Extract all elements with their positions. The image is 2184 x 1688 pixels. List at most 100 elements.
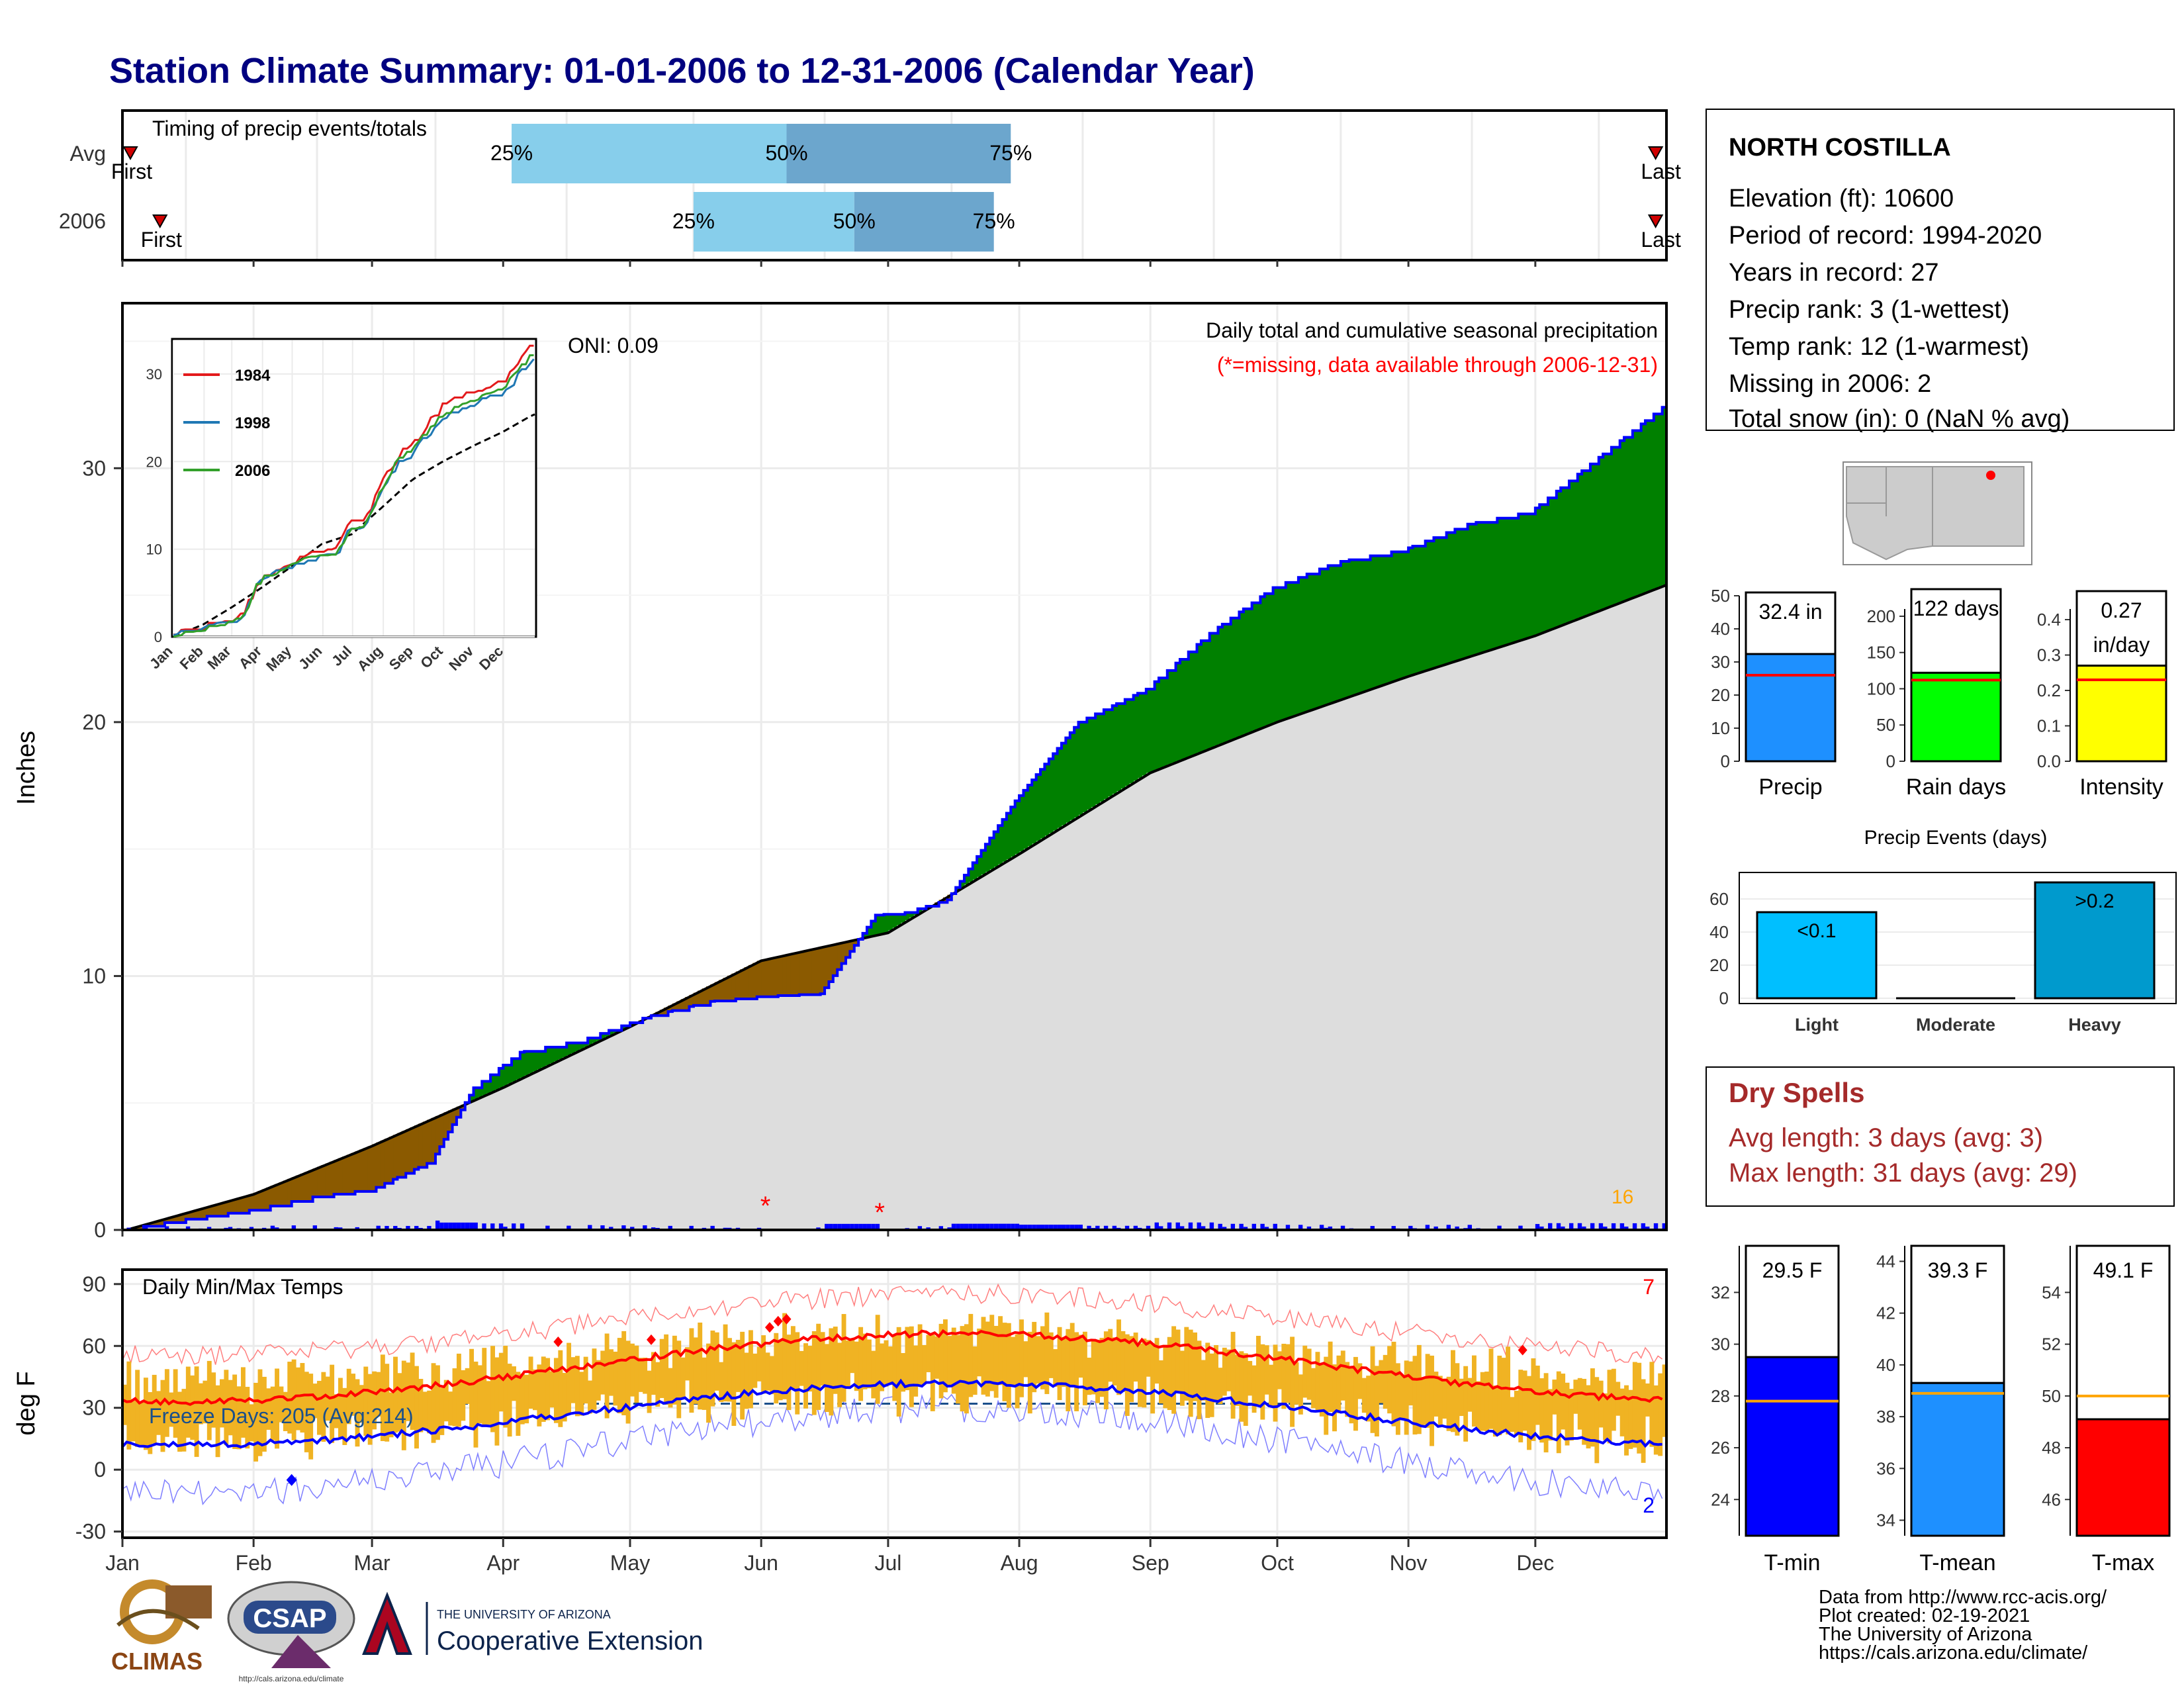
daily-temp-range (1552, 1380, 1557, 1415)
daily-temp-range (1412, 1356, 1418, 1435)
surplus-band (1531, 514, 1536, 636)
daily-precip-bar (1598, 1223, 1604, 1230)
avg-tmax-line (122, 1329, 1663, 1407)
daily-temp-range (1302, 1345, 1308, 1398)
daily-precip-bar (689, 1225, 694, 1230)
surplus-band (901, 914, 906, 923)
daily-temp-range (211, 1372, 216, 1428)
precip-summary: 0 10 20 30 40 50 32.4 in Precip (1711, 586, 1837, 800)
dry-spells-box: Dry Spells Avg length: 3 days (avg: 3) M… (1706, 1066, 2175, 1207)
deficit-band (338, 1158, 343, 1195)
daily-precip-bar (1391, 1226, 1396, 1230)
daily-temp-range (1467, 1378, 1473, 1412)
daily-temp-range (706, 1343, 711, 1423)
daily-precip-bar (845, 1223, 850, 1230)
daily-precip-bar (951, 1223, 956, 1230)
daily-temp-range (727, 1338, 732, 1402)
surplus-band (1624, 437, 1629, 600)
tmax-summary: 46 48 50 52 54 49.1 F T-max (2042, 1244, 2171, 1575)
surplus-band (1492, 522, 1498, 648)
daily-temp-range (1501, 1358, 1506, 1430)
daily-temp-range (1484, 1372, 1490, 1431)
daily-temp-range (1582, 1378, 1587, 1445)
daily-temp-range (981, 1317, 986, 1395)
daily-temp-range (321, 1372, 326, 1442)
daily-precip-bar (1370, 1226, 1375, 1230)
surplus-band (1535, 508, 1540, 634)
surplus-band (1552, 498, 1557, 628)
deficit-band (693, 992, 698, 1006)
daily-precip-bar (1175, 1222, 1180, 1230)
temp-ytick-label: 90 (82, 1272, 106, 1296)
timing-obs-q50-label: 50% (833, 209, 876, 233)
deficit-band (139, 1225, 144, 1230)
surplus-band (1543, 504, 1549, 632)
deficit-band (816, 947, 821, 995)
daily-temp-range (774, 1333, 779, 1404)
daily-temp-range (533, 1369, 537, 1411)
daily-precip-bar (545, 1225, 550, 1230)
daily-precip-bar (465, 1222, 470, 1230)
daily-temp-range (1057, 1327, 1062, 1401)
daily-temp-range (1163, 1344, 1168, 1409)
raindays-summary-bar (1910, 671, 2002, 763)
surplus-band (1641, 424, 1646, 594)
daily-temp-range (956, 1335, 961, 1404)
daily-temp-range (1066, 1329, 1071, 1411)
intensity-summary-x-label: Intensity (2079, 774, 2163, 800)
daily-temp-range (456, 1353, 461, 1427)
month-label: Feb (236, 1551, 272, 1575)
deficit-band (211, 1205, 216, 1217)
deficit-band (330, 1161, 335, 1197)
daily-temp-range (816, 1323, 821, 1410)
deficit-band (782, 955, 788, 996)
daily-temp-range (558, 1350, 563, 1427)
precip-header-1: Daily total and cumulative seasonal prec… (1206, 318, 1658, 342)
surplus-band (1383, 555, 1388, 684)
daily-temp-range (135, 1370, 140, 1447)
daily-precip-bar (1653, 1223, 1659, 1230)
daily-temp-range (553, 1358, 559, 1423)
daily-precip-bar (837, 1223, 842, 1230)
surplus-band (1628, 437, 1633, 598)
surplus-band (1619, 440, 1625, 602)
deficit-band (177, 1214, 183, 1223)
surplus-band (1408, 547, 1414, 675)
daily-precip-bar (1032, 1225, 1036, 1230)
deficit-band (169, 1217, 174, 1223)
daily-precip-bar (917, 1226, 923, 1230)
daily-temp-range (1294, 1362, 1299, 1405)
daily-temp-range (300, 1363, 305, 1433)
daily-temp-range (837, 1342, 842, 1407)
deficit-band (257, 1191, 263, 1211)
station-name: NORTH COSTILLA (1729, 134, 1951, 162)
daily-temp-range (1197, 1340, 1202, 1419)
deficit-band (795, 952, 800, 996)
surplus-band (1235, 618, 1240, 737)
surplus-band (1057, 748, 1062, 828)
surplus-band (1361, 559, 1367, 692)
daily-precip-bar (1006, 1223, 1011, 1230)
events-title: Precip Events (days) (1864, 827, 2048, 849)
dry-spells-max: Max length: 31 days (avg: 29) (1729, 1158, 2077, 1188)
daily-temp-range (858, 1327, 864, 1401)
daily-temp-range (825, 1344, 829, 1413)
record-high-line (122, 1283, 1663, 1365)
daily-temp-range (1510, 1397, 1515, 1432)
daily-temp-range (148, 1392, 153, 1454)
daily-temp-range (769, 1356, 774, 1395)
daily-precip-bar (989, 1223, 994, 1230)
tmax-summary-ytick: 50 (2042, 1386, 2061, 1406)
daily-precip-bar (1518, 1225, 1523, 1230)
deficit-band (735, 971, 741, 999)
daily-temp-range (960, 1326, 965, 1412)
temp-ytick-label: -30 (75, 1520, 106, 1544)
surplus-band (998, 825, 1003, 865)
daily-temp-range (431, 1363, 436, 1443)
precip-extreme-count: 16 (1612, 1186, 1633, 1208)
surplus-band (1032, 780, 1037, 844)
daily-temp-range (304, 1372, 309, 1452)
daily-temp-range (1492, 1385, 1498, 1437)
daily-temp-range (452, 1368, 457, 1427)
daily-temp-range (287, 1362, 293, 1434)
